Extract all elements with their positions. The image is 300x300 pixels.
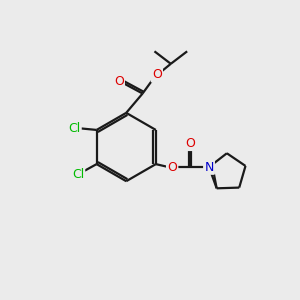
- Text: Cl: Cl: [68, 122, 80, 135]
- Text: O: O: [167, 160, 177, 174]
- Text: O: O: [114, 75, 124, 88]
- Text: O: O: [152, 68, 162, 81]
- Text: Cl: Cl: [72, 168, 84, 181]
- Text: O: O: [186, 137, 196, 150]
- Text: N: N: [204, 160, 214, 174]
